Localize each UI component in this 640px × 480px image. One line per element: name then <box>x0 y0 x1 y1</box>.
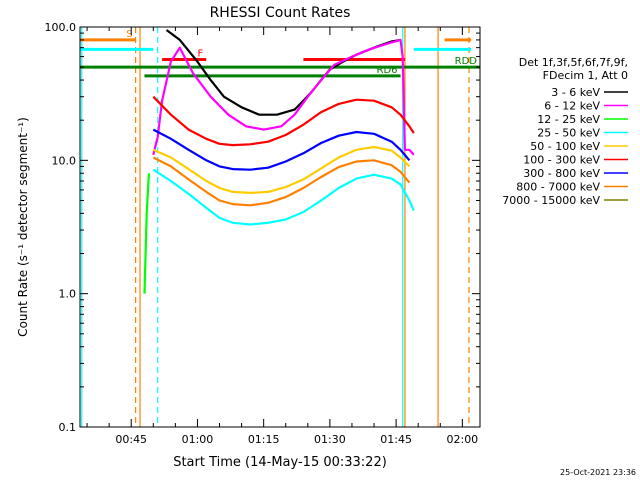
legend-label-3-6-kev: 3 - 6 keV <box>551 86 600 99</box>
x-tick-label: 01:15 <box>248 433 280 446</box>
legend-title-line-2: FDecim 1, Att 0 <box>543 69 628 82</box>
axes: 0.1 1.0 10.0 100.0 00:45 01:00 01:15 01:30 01:45… <box>45 21 480 446</box>
series-25-50-kev <box>152 168 415 226</box>
series-12-25-kev <box>143 173 150 294</box>
series-800-7000-kev <box>152 156 411 207</box>
series-lines <box>143 29 415 294</box>
legend-label-6-12-kev: 6 - 12 keV <box>544 100 600 113</box>
y-tick-label: 100.0 <box>45 21 77 34</box>
legend-label-300-800-kev: 300 - 800 keV <box>523 167 600 180</box>
state-bar-label-s: S <box>126 29 132 40</box>
y-tick-label: 1.0 <box>59 288 77 301</box>
series-3-6-kev <box>165 29 401 116</box>
x-axis-label: Start Time (14-May-15 00:33:22) <box>173 455 387 470</box>
legend-label-7000-15000-kev: 7000 - 15000 keV <box>502 194 600 207</box>
x-tick-label: 01:45 <box>380 433 412 446</box>
y-axis-label: Count Rate (s⁻¹ detector segment⁻¹) <box>16 117 30 337</box>
series-6-12-kev <box>152 38 415 156</box>
y-tick-label: 10.0 <box>52 154 77 167</box>
y-tick-label: 0.1 <box>59 421 77 434</box>
legend-label-50-100-kev: 50 - 100 keV <box>530 140 600 153</box>
legend-label-800-7000-kev: 800 - 7000 keV <box>516 181 600 194</box>
legend-label-25-50-kev: 25 - 50 keV <box>537 127 600 140</box>
legend-label-100-300-kev: 100 - 300 keV <box>523 154 600 167</box>
footer-date: 25-Oct-2021 23:36 <box>560 468 636 477</box>
legend: Det 1f,3f,5f,6f,7f,9f, FDecim 1, Att 0 3… <box>502 56 628 207</box>
vertical-marker-lines <box>81 27 470 427</box>
attenuator-state-bars: S F RDD RD6 <box>80 29 480 78</box>
legend-title-line-1: Det 1f,3f,5f,6f,7f,9f, <box>519 56 628 69</box>
plot-frame <box>79 26 481 428</box>
x-tick-label: 01:30 <box>314 433 346 446</box>
series-300-800-kev <box>152 128 411 171</box>
state-bar-label-f: F <box>198 49 204 60</box>
series-100-300-kev <box>152 95 415 147</box>
x-tick-label: 01:00 <box>182 433 214 446</box>
state-bar-label-rd6: RD6 <box>377 65 398 76</box>
x-tick-label: 00:45 <box>115 433 147 446</box>
legend-label-12-25-kev: 12 - 25 keV <box>537 113 600 126</box>
series-50-100-kev <box>152 145 411 194</box>
chart-title: RHESSI Count Rates <box>210 5 351 21</box>
state-bar-label-rdd: RDD <box>455 56 478 67</box>
x-tick-label: 02:00 <box>446 433 478 446</box>
